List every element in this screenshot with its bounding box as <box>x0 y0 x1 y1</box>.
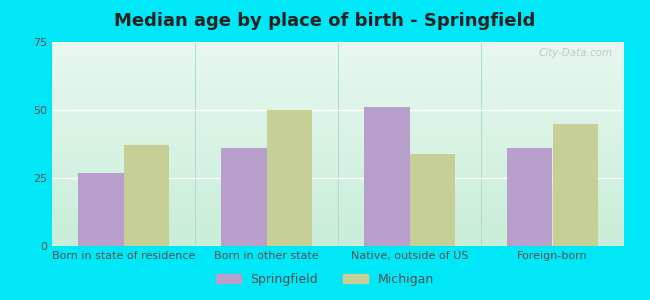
Bar <box>266 110 312 246</box>
Text: City-Data.com: City-Data.com <box>538 48 612 58</box>
Bar <box>507 148 552 246</box>
Legend: Springfield, Michigan: Springfield, Michigan <box>211 268 439 291</box>
Bar <box>221 148 266 246</box>
Text: Median age by place of birth - Springfield: Median age by place of birth - Springfie… <box>114 12 536 30</box>
Bar <box>78 172 124 246</box>
Bar <box>364 107 410 246</box>
Bar <box>552 124 598 246</box>
Bar <box>410 154 455 246</box>
Bar <box>124 146 169 246</box>
